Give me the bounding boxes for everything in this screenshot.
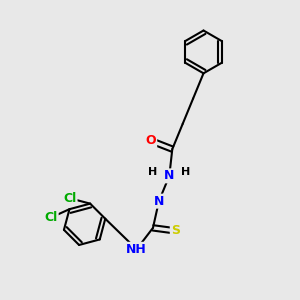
Text: S: S [171, 224, 180, 237]
Text: O: O [146, 134, 156, 147]
Text: Cl: Cl [63, 192, 76, 205]
Text: N: N [164, 169, 175, 182]
Text: NH: NH [126, 243, 147, 256]
Text: H: H [181, 167, 190, 177]
Text: Cl: Cl [44, 211, 58, 224]
Text: H: H [148, 167, 158, 177]
Text: N: N [154, 195, 164, 208]
